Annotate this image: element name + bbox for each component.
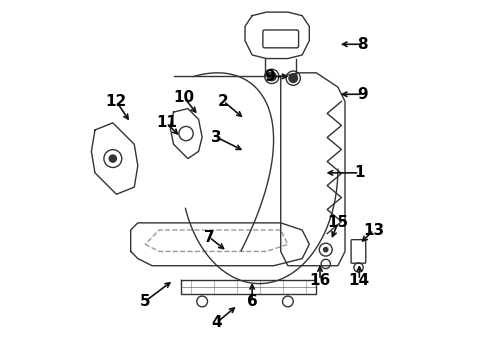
Text: 13: 13	[363, 222, 384, 238]
Text: 9: 9	[265, 69, 275, 84]
Text: 15: 15	[327, 215, 348, 230]
Circle shape	[323, 248, 328, 252]
Text: 10: 10	[174, 90, 195, 105]
Text: 3: 3	[211, 130, 222, 145]
Text: 12: 12	[106, 94, 127, 109]
FancyBboxPatch shape	[263, 30, 298, 48]
Text: 8: 8	[358, 37, 368, 52]
Text: 7: 7	[204, 230, 215, 245]
Text: 5: 5	[140, 294, 150, 309]
FancyBboxPatch shape	[351, 240, 366, 263]
Text: 2: 2	[218, 94, 229, 109]
Text: 9: 9	[358, 87, 368, 102]
Text: 14: 14	[349, 273, 370, 288]
Text: 11: 11	[156, 115, 177, 130]
Circle shape	[268, 72, 276, 81]
Text: 6: 6	[247, 294, 258, 309]
Text: 1: 1	[354, 165, 365, 180]
Circle shape	[109, 155, 117, 162]
Circle shape	[289, 74, 297, 82]
Text: 4: 4	[211, 315, 222, 330]
Text: 16: 16	[309, 273, 331, 288]
